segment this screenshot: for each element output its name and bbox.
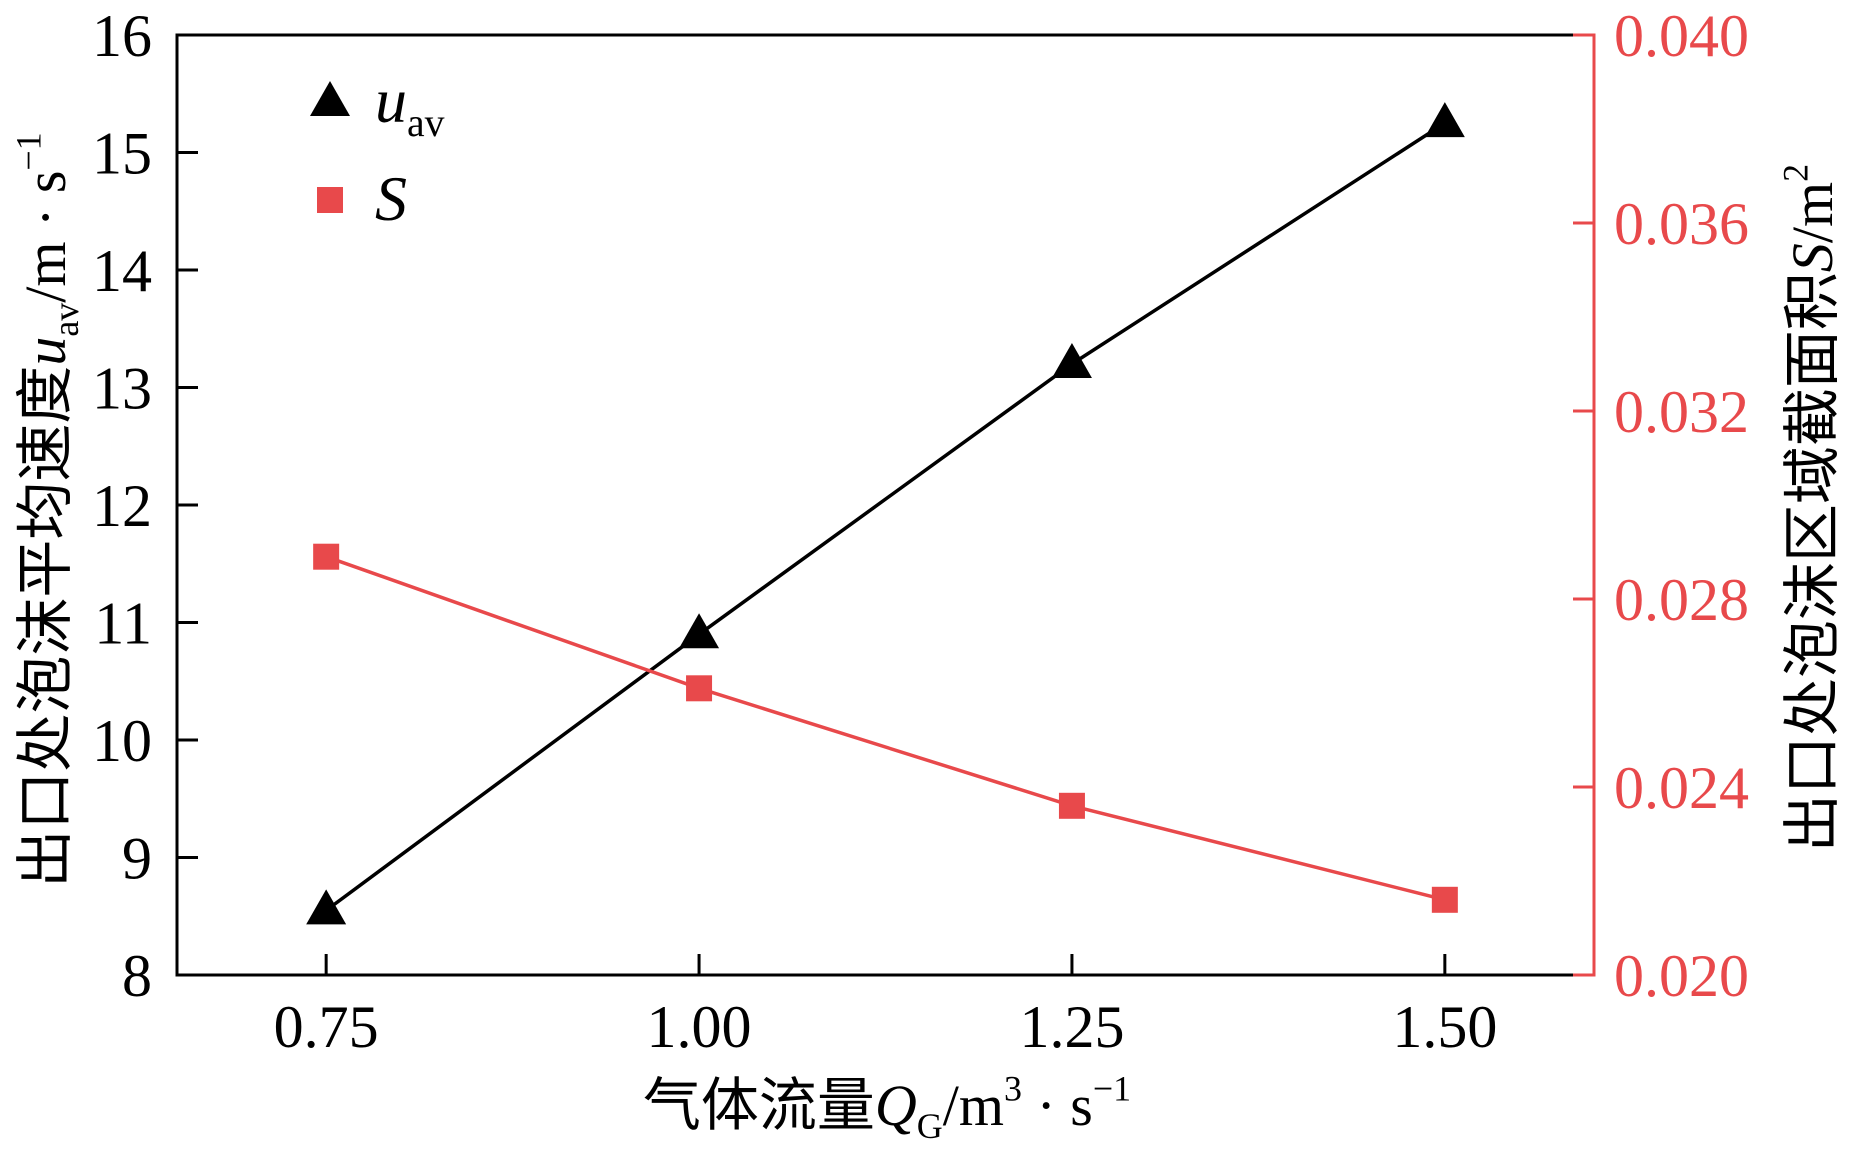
left-y-axis-label: 出口处泡沫平均速度uav/m · s−1 [9,132,86,887]
x-axis-label-part: 3 [1004,1069,1022,1109]
data-point-uav [1051,343,1092,378]
data-point-s [686,675,713,702]
legend-triangle-marker-icon [310,81,350,116]
left-y-axis-label-part: −1 [9,132,49,170]
legend-label-s-part: S [375,163,407,234]
data-point-s [313,543,340,570]
right-y-axis-label-part: 2 [1776,164,1816,182]
right-y-axis-label-part: S [1780,243,1845,272]
x-tick-label: 0.75 [274,994,379,1060]
x-axis-label: 气体流量QG/m3 · s−1 [643,1069,1131,1146]
legend-label-uav-part: u [375,65,407,136]
left-y-axis-label-part: av [46,303,86,337]
right-y-axis-label: 出口处泡沫区域截面积S/m2 [1776,164,1845,852]
left-y-tick-label: 11 [94,591,152,657]
data-point-uav [679,613,720,649]
data-point-s [1058,792,1085,819]
right-y-axis-label-part: /m [1780,182,1845,243]
right-y-tick-label: 0.036 [1614,191,1749,257]
data-point-uav [306,889,347,925]
legend-label-uav: uav [375,65,445,145]
x-axis-label-part: G [917,1106,943,1146]
left-y-tick-label: 13 [92,356,152,422]
x-axis-label-part: 气体流量 [643,1073,875,1138]
left-y-axis-label-part: u [13,337,78,366]
legend-label-s: S [375,163,407,234]
x-axis-label-part: /m [943,1073,1004,1138]
right-y-tick-label: 0.040 [1614,3,1749,69]
series-layer [306,102,1465,925]
left-y-tick-label: 16 [92,3,152,69]
right-y-tick-label: 0.032 [1614,379,1749,445]
axis-text-layer: 0.75 1.00 1.25 1.50 8 9 10 11 12 13 14 15 16 0.020 0.0… [9,3,1845,1146]
left-y-tick-label: 8 [122,943,152,1009]
x-axis-label-part: · s [1022,1073,1093,1138]
x-tick-label: 1.25 [1019,994,1124,1060]
left-y-tick-label: 14 [92,238,152,304]
data-point-s [1431,886,1458,913]
right-y-tick-label: 0.020 [1614,943,1749,1009]
left-y-axis-label-part: 出口处泡沫平均速度 [13,366,78,888]
axes-layer [175,33,1596,977]
series-line-uav [325,121,1446,912]
legend-square-marker-icon [317,187,343,213]
left-y-tick-label: 9 [122,826,152,892]
right-y-tick-label: 0.024 [1614,755,1749,821]
right-y-tick-label: 0.028 [1614,567,1749,633]
left-y-tick-label: 10 [92,708,152,774]
legend-label-uav-part: av [407,101,445,145]
data-point-uav [1424,102,1465,138]
x-tick-label: 1.50 [1392,994,1497,1060]
left-y-tick-label: 12 [92,473,152,539]
left-y-axis-label-part: /m · s [13,171,78,303]
left-y-tick-label: 15 [92,121,152,187]
series-line-s [325,555,1446,902]
right-y-axis-label-part: 出口处泡沫区域截面积 [1780,272,1845,852]
x-axis-label-part: −1 [1093,1069,1131,1109]
x-axis-label-part: Q [875,1073,917,1138]
x-tick-label: 1.00 [647,994,752,1060]
